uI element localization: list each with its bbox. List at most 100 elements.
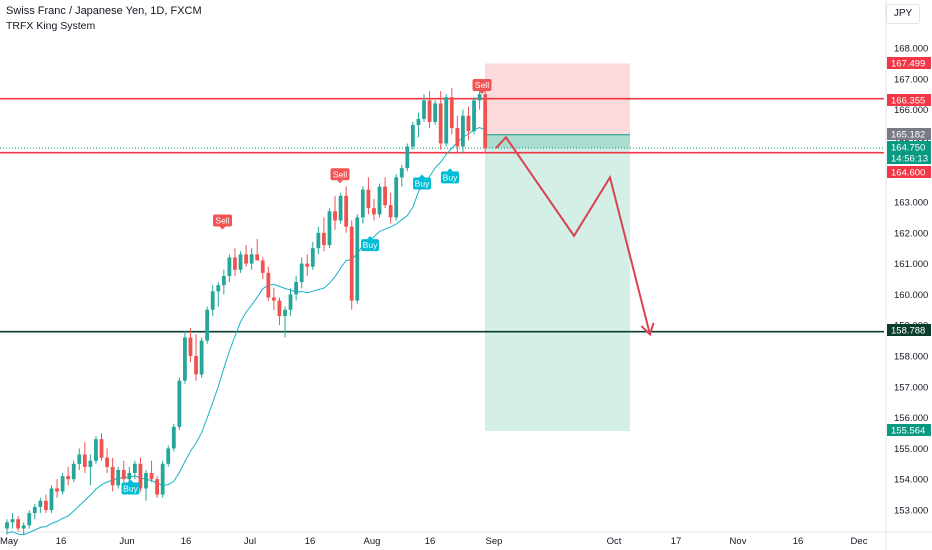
candle xyxy=(66,466,71,486)
price-tick-label: 168.000 xyxy=(894,44,928,55)
candle-body xyxy=(444,97,449,144)
time-tick-label: Sep xyxy=(486,536,503,547)
candle xyxy=(372,198,376,221)
candle-body xyxy=(477,94,482,101)
candle-body xyxy=(121,469,126,480)
candle xyxy=(366,177,371,215)
candle xyxy=(188,328,193,363)
candle-body xyxy=(410,125,415,147)
candle xyxy=(227,254,232,283)
signal-pointer xyxy=(367,236,373,240)
signal-label: Sell xyxy=(215,215,229,225)
buy-signal: Buy xyxy=(441,168,459,184)
candle-body xyxy=(110,466,115,486)
time-tick-label: Oct xyxy=(607,536,622,547)
candle xyxy=(16,516,21,532)
candle xyxy=(105,448,109,474)
candle-body xyxy=(266,272,271,298)
candle xyxy=(288,288,293,316)
candle xyxy=(377,183,382,218)
time-tick-label: Jul xyxy=(244,536,256,547)
candle-body xyxy=(333,211,337,221)
moving-average xyxy=(6,127,486,536)
price-tag-label: 164.600 xyxy=(891,168,925,179)
projection-arrow xyxy=(495,135,655,337)
time-tick-label: Aug xyxy=(364,536,381,547)
candle xyxy=(338,192,343,224)
candle xyxy=(210,285,215,316)
candle xyxy=(355,214,360,304)
candle-body xyxy=(171,426,176,449)
candle xyxy=(455,115,460,153)
candle-body xyxy=(177,380,182,427)
candle-body xyxy=(310,248,315,267)
price-tick-label: 161.000 xyxy=(894,259,928,270)
candle xyxy=(71,460,76,483)
candle xyxy=(21,522,26,535)
candle xyxy=(444,94,449,147)
time-tick-label: 17 xyxy=(671,536,682,547)
candle-body xyxy=(405,146,410,169)
candle-body xyxy=(299,263,304,283)
candle xyxy=(416,112,421,138)
candle-body xyxy=(60,476,65,492)
price-tag-label: 166.355 xyxy=(891,96,925,107)
candle xyxy=(299,257,304,289)
candle-body xyxy=(16,519,21,529)
candle-body xyxy=(194,356,198,375)
price-tick-label: 160.000 xyxy=(894,290,928,301)
candle-body xyxy=(5,522,9,529)
candle xyxy=(477,88,482,110)
candle xyxy=(305,254,310,276)
price-tag: 166.355 xyxy=(887,94,931,107)
candle xyxy=(160,460,165,498)
price-tick-label: 154.000 xyxy=(894,475,928,486)
price-tag-box xyxy=(887,141,931,153)
price-tick-label: 157.000 xyxy=(894,382,928,393)
position-zones xyxy=(485,63,630,432)
candle xyxy=(405,143,410,172)
candle-body xyxy=(233,257,237,270)
signal-badge xyxy=(121,482,140,495)
candles xyxy=(5,88,488,535)
candle-body xyxy=(360,189,365,218)
time-axis: May 16 Jun 16 Jul 16 Aug 16 Sep Oct 17 Nov 16 Dec xyxy=(0,536,868,547)
signal-pointer xyxy=(127,479,134,483)
candle xyxy=(449,88,454,135)
price-tag-box xyxy=(887,324,931,336)
candle-body xyxy=(116,469,121,486)
candle xyxy=(233,248,237,276)
signal-pointer xyxy=(479,90,485,94)
candle-body xyxy=(461,115,465,147)
candle xyxy=(221,269,226,295)
candle-body xyxy=(427,100,432,122)
open-profit-zone xyxy=(485,134,630,149)
candle xyxy=(322,217,326,252)
candle xyxy=(49,485,54,514)
price-tag: 164.600 xyxy=(887,166,931,179)
candle-body xyxy=(449,97,454,129)
buy-signal: Buy xyxy=(413,174,431,190)
candle-body xyxy=(38,500,43,507)
candle-body xyxy=(32,506,37,514)
candle xyxy=(294,275,299,301)
candle-body xyxy=(349,226,354,301)
signal-pointer xyxy=(447,168,453,172)
candle-body xyxy=(255,254,260,261)
candle-body xyxy=(144,473,148,489)
price-tag-box xyxy=(887,166,931,178)
time-tick-label: 16 xyxy=(305,536,316,547)
candle-body xyxy=(99,439,104,458)
candle xyxy=(199,337,204,378)
candle xyxy=(55,479,59,498)
sell-signal: Sell xyxy=(472,78,492,94)
candle xyxy=(238,251,243,273)
signal-label: Buy xyxy=(363,240,378,250)
candle xyxy=(216,282,221,307)
candle-body xyxy=(55,488,59,492)
candle-body xyxy=(183,337,187,381)
currency-button[interactable]: JPY xyxy=(886,4,920,24)
candle xyxy=(349,220,354,310)
candle-body xyxy=(383,186,387,206)
